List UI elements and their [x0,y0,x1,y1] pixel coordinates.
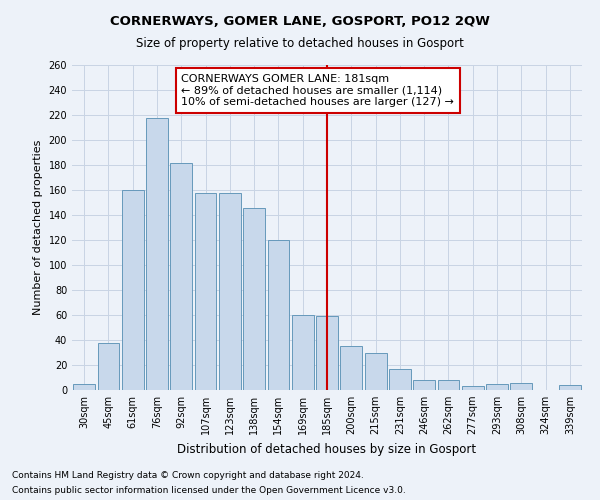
Bar [511,382,532,390]
Bar [170,162,192,390]
X-axis label: Distribution of detached houses by size in Gosport: Distribution of detached houses by size … [178,442,476,456]
Text: Size of property relative to detached houses in Gosport: Size of property relative to detached ho… [136,38,464,51]
Bar [97,342,119,390]
Bar [243,208,265,390]
Text: CORNERWAYS, GOMER LANE, GOSPORT, PO12 2QW: CORNERWAYS, GOMER LANE, GOSPORT, PO12 2Q… [110,15,490,28]
Bar [219,192,241,390]
Bar [437,380,460,390]
Bar [559,385,581,390]
Text: Contains public sector information licensed under the Open Government Licence v3: Contains public sector information licen… [12,486,406,495]
Bar [365,352,386,390]
Bar [413,380,435,390]
Text: Contains HM Land Registry data © Crown copyright and database right 2024.: Contains HM Land Registry data © Crown c… [12,471,364,480]
Bar [486,384,508,390]
Bar [316,316,338,390]
Bar [389,369,411,390]
Bar [340,346,362,390]
Bar [122,190,143,390]
Bar [462,386,484,390]
Text: CORNERWAYS GOMER LANE: 181sqm
← 89% of detached houses are smaller (1,114)
10% o: CORNERWAYS GOMER LANE: 181sqm ← 89% of d… [181,74,454,107]
Bar [194,192,217,390]
Bar [73,384,95,390]
Bar [268,240,289,390]
Bar [146,118,168,390]
Y-axis label: Number of detached properties: Number of detached properties [33,140,43,315]
Bar [292,315,314,390]
